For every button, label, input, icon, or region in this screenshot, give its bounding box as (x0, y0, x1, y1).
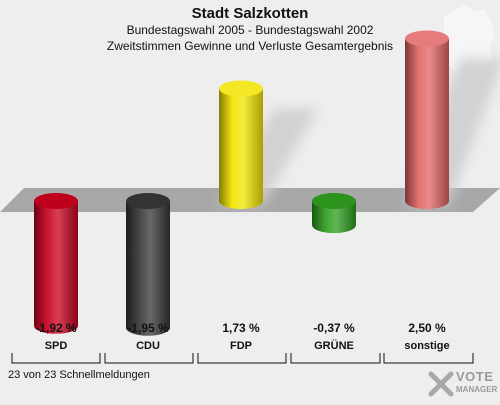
category-bracket (290, 353, 381, 364)
bar-bottom-cap (405, 193, 449, 209)
value-label: -1,92 % (35, 321, 77, 335)
category-label: GRÜNE (314, 339, 354, 352)
bar-fdp (219, 80, 263, 209)
category-label: sonstige (404, 340, 449, 352)
bar-body (219, 88, 263, 201)
category-bracket (383, 353, 474, 364)
vote-manager-logo: VOTE MANAGER (424, 368, 500, 400)
bar-body (126, 201, 170, 328)
bar-body (34, 201, 78, 326)
chart-title: Stadt Salzkotten (191, 5, 309, 22)
bar-top-cap (126, 193, 170, 209)
vote-manager-icon (428, 371, 454, 397)
category-bracket (104, 353, 194, 364)
bar-grne (312, 193, 356, 234)
logo-word-manager: MANAGER (456, 385, 498, 394)
category-label: FDP (230, 340, 252, 352)
bar-bottom-cap (34, 317, 78, 334)
bar-cdu (126, 193, 170, 336)
bar-bottom-cap (126, 319, 170, 336)
bar-sonstige (405, 30, 449, 209)
bar-body (405, 38, 449, 201)
bar-top-cap (405, 30, 449, 47)
value-label: -0,37 % (313, 321, 355, 335)
bar-spd (34, 193, 78, 334)
chart-subtitle: Bundestagswahl 2005 - Bundestagswahl 200… (126, 23, 374, 37)
report-status: 23 von 23 Schnellmeldungen (8, 369, 150, 381)
bar-top-cap (312, 193, 356, 209)
value-label: 2,50 % (408, 321, 446, 335)
value-label: -1,95 % (127, 321, 169, 335)
category-bracket (11, 353, 101, 364)
bar-top-cap (219, 80, 263, 97)
category-bracket (197, 353, 287, 364)
category-label: SPD (45, 340, 68, 352)
bar-top-cap (34, 193, 78, 209)
bar-bottom-cap (219, 193, 263, 209)
bar-bottom-cap (312, 217, 356, 234)
chart-subtitle-2: Zweitstimmen Gewinne und Verluste Gesamt… (106, 39, 394, 53)
category-label: CDU (136, 340, 160, 352)
logo-word-vote: VOTE (456, 369, 494, 384)
value-label: 1,73 % (222, 321, 260, 335)
